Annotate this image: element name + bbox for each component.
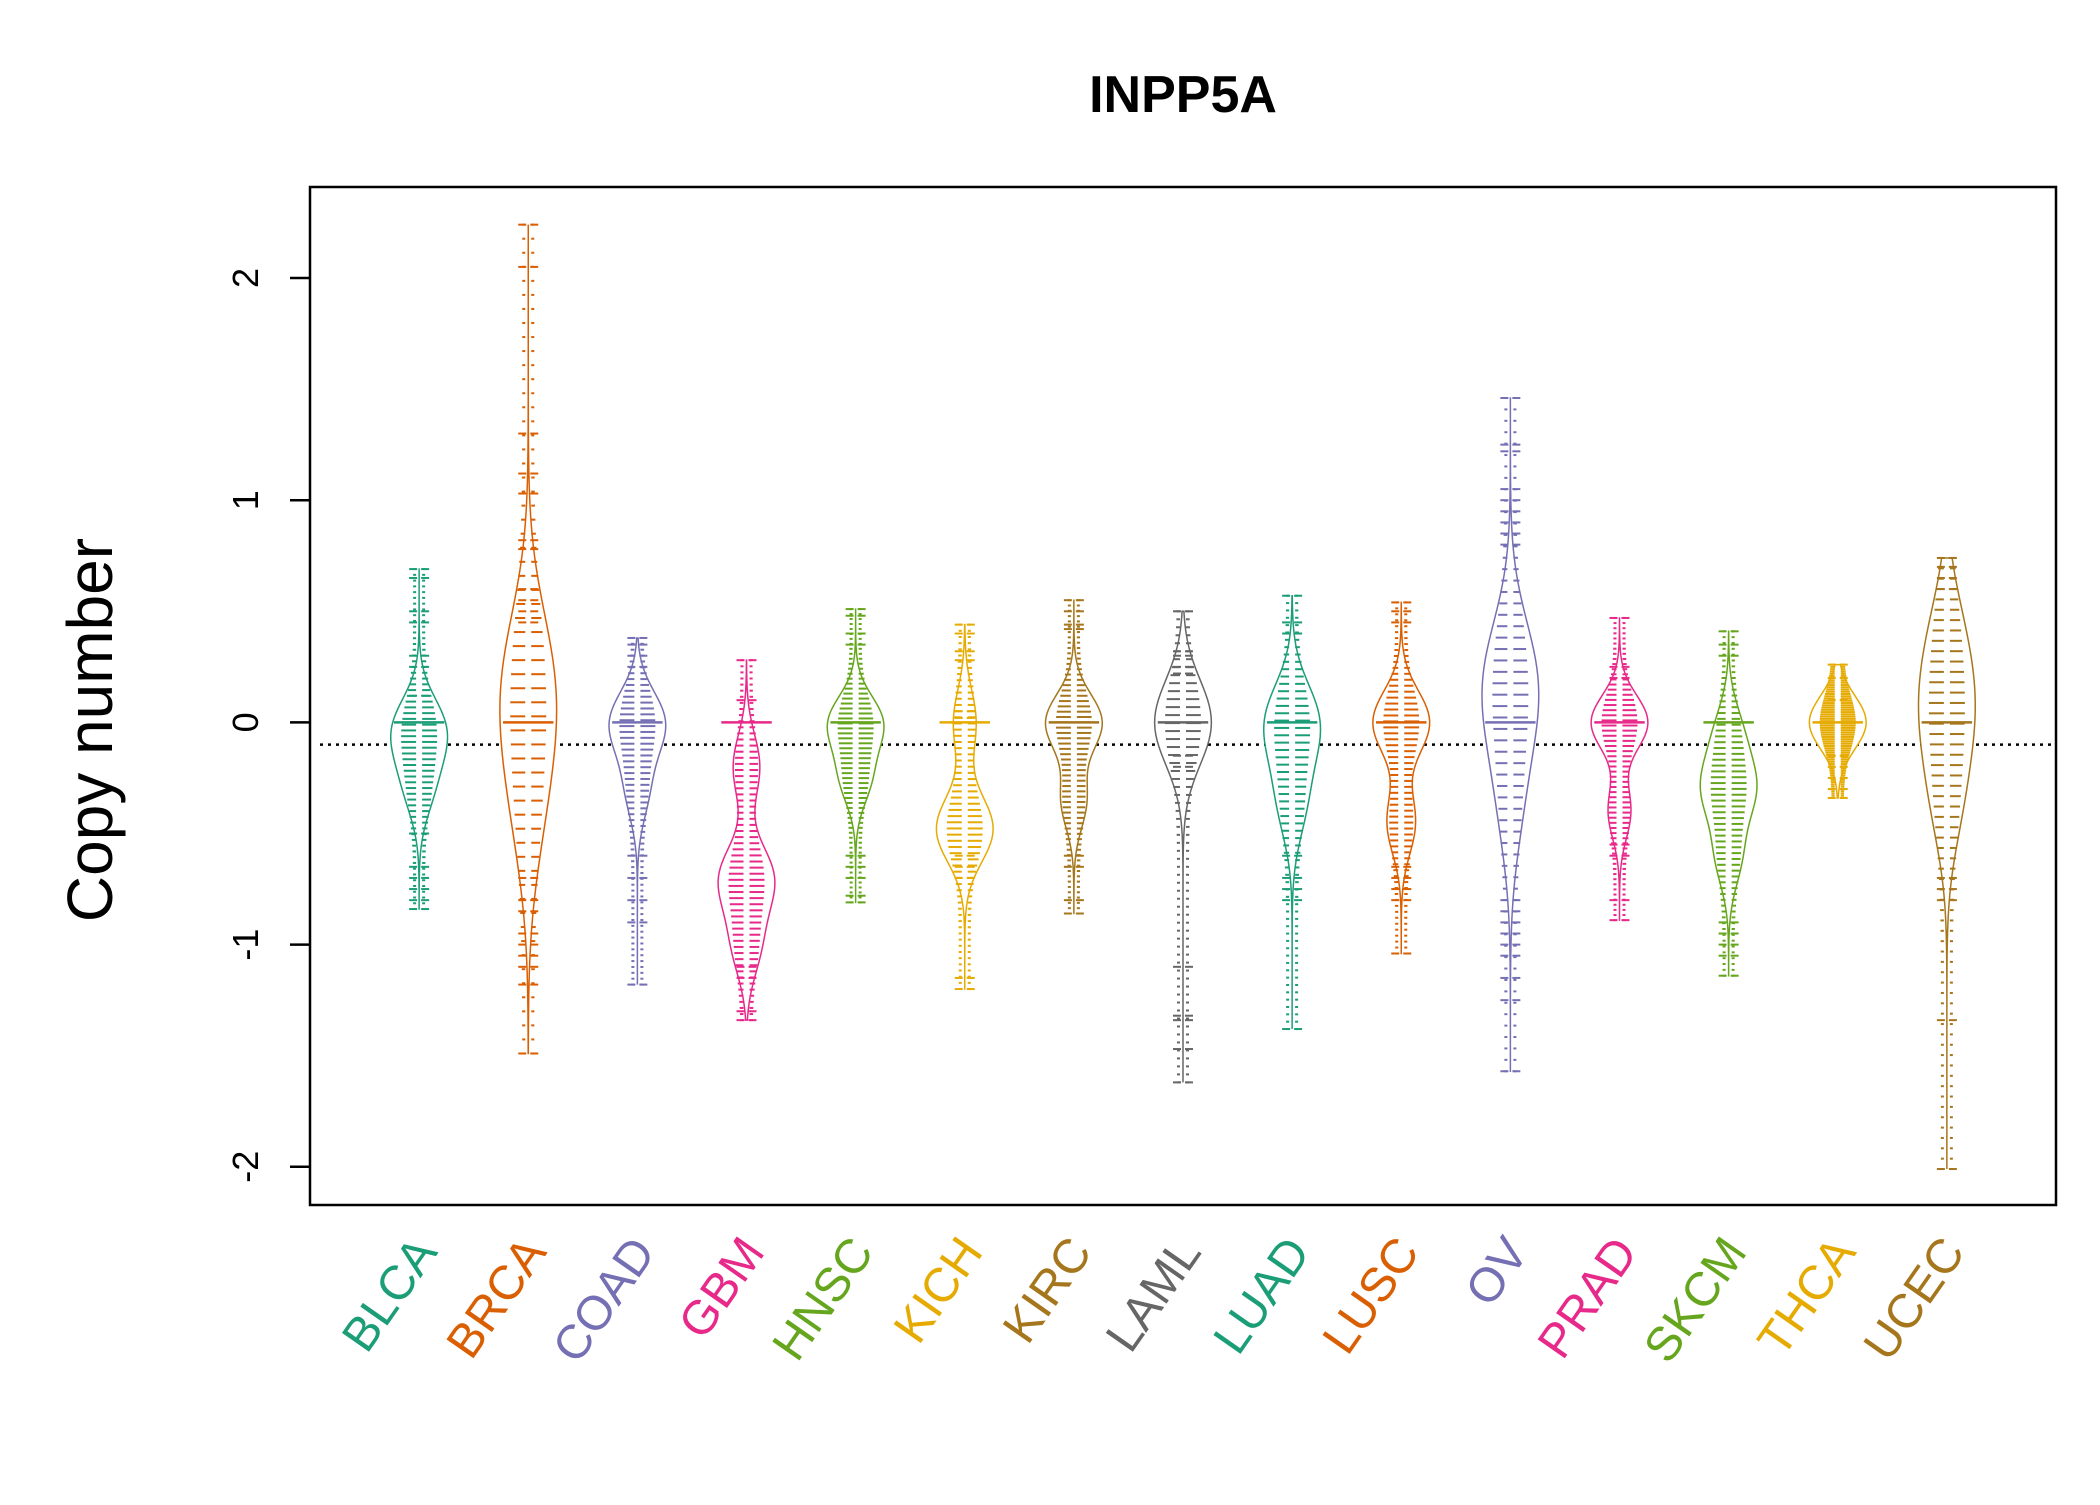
bean-luad bbox=[1263, 594, 1322, 1031]
x-label-ov: OV bbox=[1456, 1228, 1539, 1315]
y-axis-label: Copy number bbox=[54, 538, 126, 922]
bean-density-outline bbox=[1263, 594, 1322, 1030]
bean-blca bbox=[390, 568, 449, 911]
bean-density-outline bbox=[390, 568, 449, 910]
bean-hnsc bbox=[826, 608, 885, 904]
x-label-ucec: UCEC bbox=[1854, 1228, 1975, 1370]
bean-prad bbox=[1590, 616, 1649, 922]
bean-density-outline bbox=[499, 224, 558, 1055]
y-tick-label: -1 bbox=[225, 929, 266, 961]
y-tick-label: -2 bbox=[225, 1151, 266, 1183]
bean-thca bbox=[1808, 663, 1867, 799]
bean-density-outline bbox=[826, 608, 885, 904]
bean-density-outline bbox=[1917, 557, 1976, 1170]
x-label-kich: KICH bbox=[884, 1228, 993, 1352]
chart-title: INPP5A bbox=[1089, 66, 1277, 124]
x-label-laml: LAML bbox=[1096, 1228, 1211, 1361]
bean-brca bbox=[499, 223, 558, 1055]
bean-skcm bbox=[1699, 630, 1758, 977]
beans-layer bbox=[390, 223, 1976, 1171]
y-axis: -2 -1 0 1 2 bbox=[225, 268, 310, 1183]
bean-kirc bbox=[1044, 599, 1103, 915]
plot-frame bbox=[308, 185, 2058, 1207]
bean-kich bbox=[935, 623, 994, 991]
bean-density-outline bbox=[935, 623, 994, 990]
bean-gbm bbox=[717, 659, 776, 1022]
x-label-skcm: SKCM bbox=[1634, 1228, 1757, 1372]
bean-density-outline bbox=[1808, 663, 1867, 799]
x-label-prad: PRAD bbox=[1528, 1228, 1648, 1368]
bean-density-outline bbox=[1699, 630, 1758, 977]
bean-density-outline bbox=[608, 637, 667, 985]
x-label-thca: THCA bbox=[1748, 1228, 1866, 1365]
x-label-gbm: GBM bbox=[669, 1228, 775, 1348]
x-label-lusc: LUSC bbox=[1313, 1228, 1430, 1363]
y-tick-label: 2 bbox=[225, 268, 266, 288]
x-label-kirc: KIRC bbox=[993, 1228, 1102, 1352]
bean-coad bbox=[608, 636, 667, 986]
bean-density-outline bbox=[717, 659, 776, 1021]
bean-density-outline bbox=[1153, 610, 1213, 1083]
bean-laml bbox=[1153, 610, 1213, 1084]
bean-density-outline bbox=[1481, 397, 1540, 1073]
x-label-blca: BLCA bbox=[332, 1228, 447, 1361]
bean-density-outline bbox=[1372, 601, 1431, 955]
x-label-coad: COAD bbox=[543, 1228, 666, 1372]
bean-ucec bbox=[1917, 556, 1976, 1171]
y-tick-label: 0 bbox=[225, 712, 266, 732]
x-label-hnsc: HNSC bbox=[763, 1228, 884, 1370]
y-tick-label: 1 bbox=[225, 490, 266, 510]
bean-lusc bbox=[1372, 601, 1431, 955]
bean-density-outline bbox=[1044, 599, 1103, 915]
x-label-brca: BRCA bbox=[437, 1228, 557, 1368]
x-label-luad: LUAD bbox=[1204, 1228, 1321, 1363]
bean-ov bbox=[1481, 396, 1540, 1073]
bean-density-outline bbox=[1590, 617, 1649, 921]
